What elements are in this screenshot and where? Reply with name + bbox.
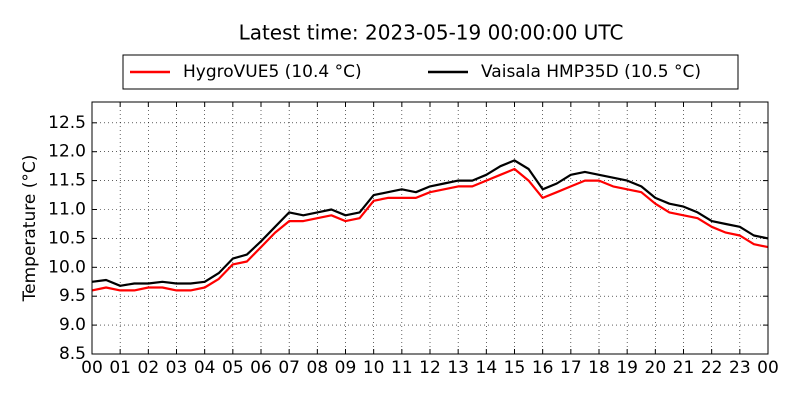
y-tick-label: 11.0 xyxy=(48,200,86,220)
x-tick-label: 22 xyxy=(701,358,723,378)
y-tick-label: 10.5 xyxy=(48,228,86,248)
x-tick-label: 10 xyxy=(363,358,385,378)
x-tick-label: 19 xyxy=(616,358,638,378)
x-tick-label: 15 xyxy=(504,358,526,378)
y-tick-label: 9.0 xyxy=(59,315,86,335)
x-tick-label: 18 xyxy=(588,358,610,378)
y-tick-label: 11.5 xyxy=(48,171,86,191)
x-tick-label: 00 xyxy=(81,358,103,378)
x-tick-label: 03 xyxy=(166,358,188,378)
plot-frame xyxy=(91,101,769,355)
x-tick-label: 11 xyxy=(391,358,413,378)
x-tick-label: 01 xyxy=(109,358,131,378)
x-tick-label: 09 xyxy=(335,358,357,378)
x-tick-label: 23 xyxy=(729,358,751,378)
y-tick-label: 9.5 xyxy=(59,286,86,306)
y-tick-label: 12.0 xyxy=(48,142,86,162)
x-tick-label: 16 xyxy=(532,358,554,378)
y-axis-label: Temperature (°C) xyxy=(20,155,40,303)
series-line xyxy=(91,159,769,287)
y-tick-label: 10.0 xyxy=(48,257,86,277)
x-tick-label: 06 xyxy=(250,358,272,378)
y-tick-label: 8.5 xyxy=(59,344,86,364)
x-tick-label: 14 xyxy=(476,358,498,378)
x-tick-label: 12 xyxy=(419,358,441,378)
x-tick-label: 21 xyxy=(673,358,695,378)
x-tick-label: 04 xyxy=(194,358,216,378)
y-tick-label: 12.5 xyxy=(48,113,86,133)
x-tick-label: 07 xyxy=(278,358,300,378)
chart-title: Latest time: 2023-05-19 00:00:00 UTC xyxy=(239,21,624,45)
x-tick-label: 02 xyxy=(138,358,160,378)
x-tick-label: 17 xyxy=(560,358,582,378)
x-tick-label: 05 xyxy=(222,358,244,378)
x-tick-label: 08 xyxy=(307,358,329,378)
legend-label: HygroVUE5 (10.4 °C) xyxy=(183,62,362,82)
x-tick-label: 13 xyxy=(447,358,469,378)
series-line xyxy=(91,167,769,292)
x-tick-label: 00 xyxy=(757,358,779,378)
legend-label: Vaisala HMP35D (10.5 °C) xyxy=(481,62,701,82)
x-tick-label: 20 xyxy=(645,358,667,378)
